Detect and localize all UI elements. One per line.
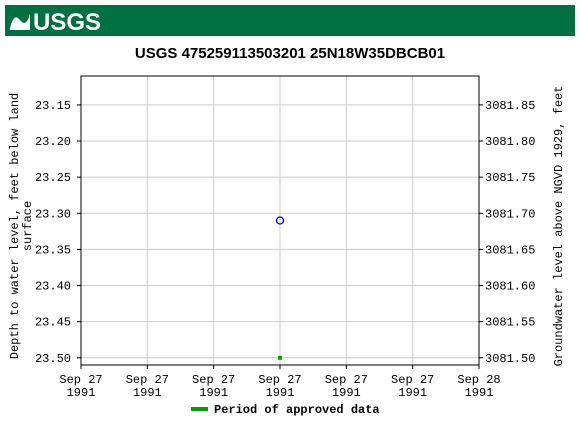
y-tick-label: 23.40 <box>35 280 71 294</box>
x-tick-label: Sep 27 <box>126 373 169 387</box>
y-tick-label: 23.45 <box>35 316 71 330</box>
chart-title: USGS 475259113503201 25N18W35DBCB01 <box>135 45 445 62</box>
y2-tick-label: 3081.50 <box>485 352 535 366</box>
y2-tick-label: 3081.60 <box>485 280 535 294</box>
x-tick-label: 1991 <box>332 386 361 400</box>
x-tick-label: Sep 27 <box>59 373 102 387</box>
logo-icon <box>10 14 30 30</box>
legend-label: Period of approved data <box>214 403 380 417</box>
plot-frame <box>80 75 480 366</box>
x-tick-label: 1991 <box>67 386 96 400</box>
y2-tick-label: 3081.80 <box>485 135 535 149</box>
y-tick-label: 23.35 <box>35 243 71 257</box>
approved-marker <box>278 355 282 360</box>
y2-tick-label: 3081.70 <box>485 207 535 221</box>
y-tick-label: 23.50 <box>35 352 71 366</box>
y2-tick-label: 3081.85 <box>485 99 535 113</box>
x-tick-label: Sep 27 <box>192 373 235 387</box>
y-tick-label: 23.30 <box>35 207 71 221</box>
y2-tick-label: 3081.65 <box>485 243 535 257</box>
y-axis-label: Depth to water level, feet below land <box>8 93 22 359</box>
x-tick-label: 1991 <box>199 386 228 400</box>
y2-axis-label: Groundwater level above NGVD 1929, feet <box>552 86 566 367</box>
data-point <box>275 216 285 225</box>
y-tick-label: 23.25 <box>35 171 71 185</box>
header-bar <box>5 5 575 36</box>
x-tick-label: 1991 <box>133 386 162 400</box>
x-tick-label: 1991 <box>398 386 427 400</box>
usgs-logo: USGS <box>10 9 101 36</box>
x-tick-label: 1991 <box>465 386 494 400</box>
x-tick-label: Sep 27 <box>391 373 434 387</box>
x-tick-label: Sep 28 <box>457 373 500 387</box>
y-tick-label: 23.20 <box>35 135 71 149</box>
y-axis-label: surface <box>21 201 35 251</box>
x-tick-label: Sep 27 <box>258 373 301 387</box>
y2-tick-label: 3081.55 <box>485 316 535 330</box>
x-tick-label: 1991 <box>266 386 295 400</box>
logo-text: USGS <box>33 9 101 36</box>
y2-tick-label: 3081.75 <box>485 171 535 185</box>
x-tick-label: Sep 27 <box>325 373 368 387</box>
y-tick-label: 23.15 <box>35 99 71 113</box>
